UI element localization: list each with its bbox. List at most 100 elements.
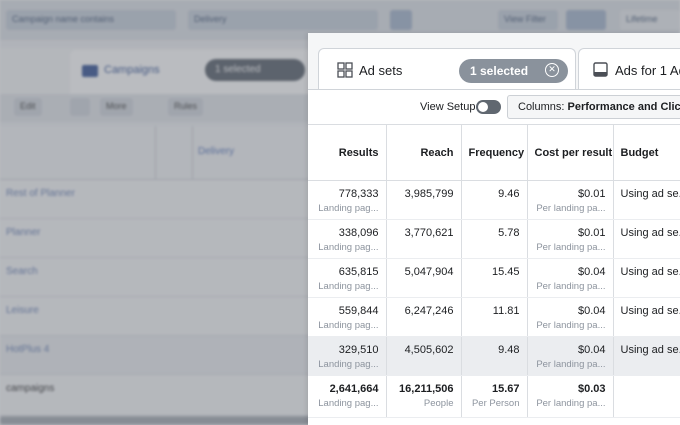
total-budget-cell bbox=[613, 375, 680, 418]
tab-ads[interactable]: Ads for 1 Ad bbox=[578, 48, 680, 89]
total-results-value: 2,641,664 bbox=[329, 383, 379, 395]
apply-button[interactable] bbox=[566, 10, 606, 30]
view-setup-toggle[interactable] bbox=[476, 100, 501, 114]
total-results-cell: 2,641,664 Landing pag... bbox=[308, 375, 387, 418]
results-type: Landing pag... bbox=[318, 359, 379, 370]
tab-ads-label: Ads for 1 Ad bbox=[615, 63, 680, 78]
columns-dropdown[interactable]: Columns: Performance and Clicks bbox=[507, 95, 680, 119]
results-cell: 778,333 Landing pag... bbox=[308, 180, 387, 220]
more-button[interactable]: More bbox=[100, 98, 133, 116]
cost-type: Per landing pa... bbox=[536, 320, 606, 331]
column-cost-per-result[interactable]: Cost per result bbox=[527, 124, 614, 181]
filter-add-button[interactable] bbox=[390, 10, 412, 30]
results-value: 338,096 bbox=[338, 227, 379, 239]
results-cell: 635,815 Landing pag... bbox=[308, 258, 387, 298]
tab-ad-sets-label: Ad sets bbox=[359, 63, 403, 78]
total-reach-cell: 16,211,506 People bbox=[386, 375, 462, 418]
cost-cell: $0.01 Per landing pa... bbox=[527, 219, 614, 259]
total-cost-type: Per landing pa... bbox=[536, 398, 606, 409]
clear-selection-icon[interactable]: ✕ bbox=[545, 63, 559, 77]
frequency-cell: 9.48 bbox=[461, 336, 528, 376]
total-reach-unit: People bbox=[423, 398, 454, 409]
results-cell: 338,096 Landing pag... bbox=[308, 219, 387, 259]
filter-chip-label: Campaign name contains bbox=[12, 14, 115, 24]
total-reach-value: 16,211,506 bbox=[399, 383, 454, 395]
table-row[interactable]: 559,844 Landing pag... 6,247,246 11.81 $0… bbox=[308, 297, 680, 337]
budget-cell: Using ad se... bbox=[613, 219, 680, 259]
edit-button[interactable]: Edit bbox=[14, 98, 42, 116]
table-controls: View Setup Columns: Performance and Clic… bbox=[308, 89, 680, 123]
cost-cell: $0.01 Per landing pa... bbox=[527, 180, 614, 220]
total-label: campaigns bbox=[6, 383, 55, 394]
filter-chip[interactable]: Delivery bbox=[188, 10, 378, 30]
column-reach[interactable]: Reach bbox=[386, 124, 462, 181]
ad-preview-icon bbox=[593, 62, 608, 77]
table-row[interactable]: 778,333 Landing pag... 3,985,799 9.46 $0.… bbox=[308, 180, 680, 220]
frequency-cell: 5.78 bbox=[461, 219, 528, 259]
toggle-knob bbox=[478, 102, 488, 112]
column-frequency[interactable]: Frequency bbox=[461, 124, 528, 181]
cost-type: Per landing pa... bbox=[536, 281, 606, 292]
table-row[interactable]: 635,815 Landing pag... 5,047,904 15.45 $0… bbox=[308, 258, 680, 298]
cost-value: $0.04 bbox=[577, 305, 606, 317]
cost-value: $0.01 bbox=[577, 188, 606, 200]
results-value: 778,333 bbox=[338, 188, 379, 200]
selection-count: 1 selected bbox=[470, 64, 529, 78]
folder-icon bbox=[82, 65, 98, 77]
results-cell: 559,844 Landing pag... bbox=[308, 297, 387, 337]
results-cell: 329,510 Landing pag... bbox=[308, 336, 387, 376]
campaign-link[interactable]: Search bbox=[6, 266, 38, 277]
table-row-selected[interactable]: 329,510 Landing pag... 4,505,602 9.48 $0.… bbox=[308, 336, 680, 376]
cost-cell: $0.04 Per landing pa... bbox=[527, 336, 614, 376]
view-filter-button[interactable]: View Filter bbox=[498, 10, 558, 30]
frequency-cell: 11.81 bbox=[461, 297, 528, 337]
budget-cell: Using ad se... bbox=[613, 180, 680, 220]
campaign-link[interactable]: HotPlus 4 bbox=[6, 344, 50, 355]
cost-cell: $0.04 Per landing pa... bbox=[527, 297, 614, 337]
total-results-type: Landing pag... bbox=[318, 398, 379, 409]
campaign-link[interactable]: Leisure bbox=[6, 305, 39, 316]
tab-ad-sets[interactable]: Ad sets 1 selected ✕ bbox=[318, 48, 576, 89]
filter-chip[interactable]: Campaign name contains bbox=[6, 10, 176, 30]
results-type: Landing pag... bbox=[318, 242, 379, 253]
ad-sets-table: Results Reach Frequency Cost per result … bbox=[308, 124, 680, 418]
ad-sets-panel: Ad sets 1 selected ✕ Ads for 1 Ad View S… bbox=[308, 33, 680, 425]
reach-cell: 3,985,799 bbox=[386, 180, 462, 220]
rules-button[interactable]: Rules bbox=[168, 98, 204, 116]
reach-cell: 3,770,621 bbox=[386, 219, 462, 259]
results-value: 635,815 bbox=[338, 266, 379, 278]
cost-value: $0.04 bbox=[577, 266, 606, 278]
budget-cell: Using ad se... bbox=[613, 297, 680, 337]
filter-chip-label: Delivery bbox=[194, 14, 227, 24]
table-header-row: Results Reach Frequency Cost per result … bbox=[308, 124, 680, 181]
column-results[interactable]: Results bbox=[308, 124, 387, 181]
date-range-button[interactable]: Lifetime bbox=[620, 10, 680, 30]
cost-value: $0.04 bbox=[577, 344, 606, 356]
reach-cell: 6,247,246 bbox=[386, 297, 462, 337]
reach-cell: 4,505,602 bbox=[386, 336, 462, 376]
column-delivery[interactable]: Delivery bbox=[198, 146, 235, 157]
budget-cell: Using ad se... bbox=[613, 336, 680, 376]
date-range-label: Lifetime bbox=[626, 14, 658, 24]
scrollbar-thumb[interactable] bbox=[0, 417, 430, 424]
cost-cell: $0.04 Per landing pa... bbox=[527, 258, 614, 298]
grid-icon bbox=[337, 62, 353, 78]
column-budget[interactable]: Budget bbox=[613, 124, 680, 181]
view-setup-label: View Setup bbox=[420, 101, 476, 113]
cost-value: $0.01 bbox=[577, 227, 606, 239]
selection-pill[interactable]: 1 selected ✕ bbox=[459, 59, 568, 83]
cost-type: Per landing pa... bbox=[536, 242, 606, 253]
selected-pill[interactable]: 1 selected bbox=[205, 59, 305, 81]
budget-cell: Using ad se... bbox=[613, 258, 680, 298]
total-row: 2,641,664 Landing pag... 16,211,506 People… bbox=[308, 375, 680, 418]
results-type: Landing pag... bbox=[318, 203, 379, 214]
campaign-link[interactable]: Rest of Planner bbox=[6, 188, 75, 199]
campaign-link[interactable]: Planner bbox=[6, 227, 41, 238]
reach-cell: 5,047,904 bbox=[386, 258, 462, 298]
table-row[interactable]: 338,096 Landing pag... 3,770,621 5.78 $0.… bbox=[308, 219, 680, 259]
results-type: Landing pag... bbox=[318, 281, 379, 292]
duplicate-button[interactable] bbox=[70, 98, 90, 116]
total-cost-cell: $0.03 Per landing pa... bbox=[527, 375, 614, 418]
tab-campaigns[interactable]: Campaigns 1 selected bbox=[70, 50, 315, 94]
total-frequency-cell: 15.67 Per Person bbox=[461, 375, 528, 418]
